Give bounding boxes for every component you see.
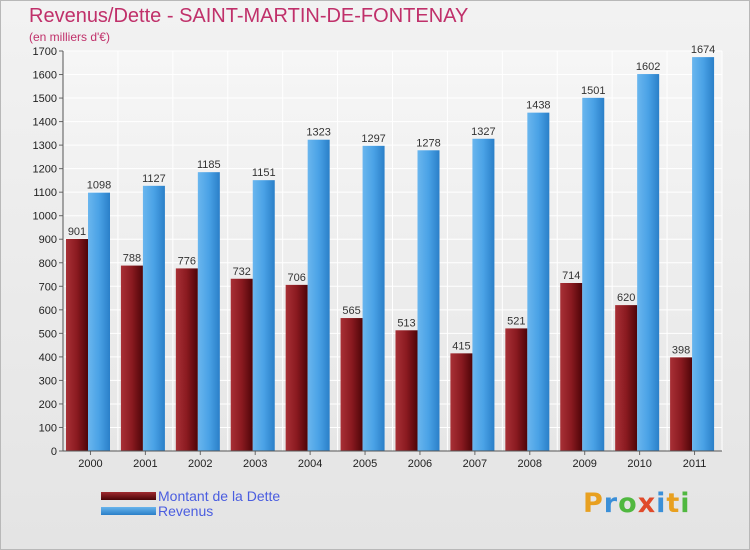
bar-revenus (307, 139, 330, 452)
y-tick-label: 1600 (33, 70, 57, 82)
data-label: 901 (68, 226, 86, 238)
y-tick-label: 1000 (33, 211, 57, 223)
data-label: 620 (617, 292, 635, 304)
data-label: 1674 (691, 44, 715, 56)
legend-swatch-dette (101, 491, 156, 500)
proxiti-logo: Proxiti (583, 488, 691, 519)
data-label: 1297 (361, 133, 385, 145)
data-label: 398 (672, 344, 690, 356)
y-tick-label: 1500 (33, 93, 57, 105)
y-tick-label: 1700 (33, 46, 57, 58)
y-tick-label: 400 (39, 352, 57, 364)
chart-subtitle: (en milliers d'€) (29, 30, 110, 44)
x-tick-label: 2011 (683, 458, 707, 470)
bar-dette (450, 353, 473, 451)
logo-letter: t (666, 488, 681, 519)
bar-revenus (582, 97, 605, 451)
bar-dette (560, 283, 583, 451)
data-label: 1323 (306, 127, 330, 139)
x-tick-label: 2006 (408, 458, 432, 470)
y-tick-label: 1300 (33, 140, 57, 152)
legend-label-revenus: Revenus (158, 502, 214, 519)
data-label: 788 (123, 253, 141, 265)
bar-dette (615, 305, 638, 451)
y-tick-label: 1200 (33, 164, 57, 176)
bar-revenus (88, 192, 110, 451)
y-tick-label: 600 (39, 305, 57, 317)
data-label: 714 (562, 270, 580, 282)
bar-dette (670, 357, 693, 451)
data-label: 1185 (197, 159, 221, 171)
data-label: 513 (397, 317, 415, 329)
legend: Montant de la Dette Revenus (101, 487, 281, 519)
data-label: 1602 (636, 61, 660, 73)
bar-dette (340, 318, 363, 451)
bar-dette (175, 268, 198, 451)
bar-revenus (197, 172, 220, 452)
x-tick-label: 2009 (572, 458, 596, 470)
logo-letter: r (603, 488, 619, 519)
legend-label-dette: Montant de la Dette (158, 487, 281, 504)
data-label: 706 (287, 272, 305, 284)
data-label: 1501 (581, 85, 605, 97)
y-tick-label: 300 (39, 375, 57, 387)
logo-letter: i (680, 488, 691, 519)
bar-revenus (362, 145, 385, 451)
data-label: 1438 (526, 100, 550, 112)
data-label: 1098 (87, 180, 111, 192)
x-tick-label: 2001 (133, 458, 157, 470)
x-tick-label: 2008 (518, 458, 542, 470)
data-label: 1127 (142, 173, 166, 185)
bar-revenus (527, 112, 550, 451)
legend-swatch-revenus (101, 506, 156, 515)
bar-revenus (417, 150, 440, 451)
y-tick-label: 700 (39, 281, 57, 293)
y-tick-label: 1100 (33, 187, 57, 199)
data-label: 415 (452, 340, 470, 352)
bar-revenus (142, 185, 165, 451)
y-tick-label: 500 (39, 328, 57, 340)
y-tick-label: 100 (39, 422, 57, 434)
data-label: 1278 (416, 137, 440, 149)
x-tick-label: 2005 (353, 458, 377, 470)
data-label: 776 (178, 255, 196, 267)
logo-letter: P (583, 488, 604, 519)
bar-dette (120, 265, 143, 451)
bar-revenus (637, 74, 660, 451)
bar-revenus (692, 57, 715, 451)
data-label: 732 (233, 266, 251, 278)
x-tick-label: 2002 (188, 458, 212, 470)
y-tick-label: 800 (39, 258, 57, 270)
bar-revenus (252, 180, 275, 452)
bar-dette (505, 328, 528, 451)
logo-letter: o (618, 488, 638, 519)
x-tick-label: 2004 (298, 458, 322, 470)
chart-title: Revenus/Dette - SAINT-MARTIN-DE-FONTENAY (29, 5, 469, 27)
x-tick-label: 2000 (78, 458, 102, 470)
y-tick-label: 0 (51, 446, 57, 458)
bar-dette (230, 278, 253, 451)
y-tick-label: 1400 (33, 117, 57, 129)
legend-item-dette: Montant de la Dette (101, 487, 281, 504)
data-label: 565 (342, 305, 360, 317)
bar-revenus (472, 138, 495, 451)
bar-dette (395, 330, 418, 451)
bar-dette (285, 284, 308, 451)
x-tick-label: 2010 (627, 458, 651, 470)
data-label: 1151 (252, 167, 276, 179)
y-tick-label: 900 (39, 234, 57, 246)
x-tick-label: 2007 (463, 458, 487, 470)
data-label: 521 (507, 315, 525, 327)
logo-letter: x (637, 488, 657, 519)
data-label: 1327 (471, 126, 495, 138)
bar-dette (66, 239, 88, 451)
logo-letter: i (656, 488, 667, 519)
x-tick-label: 2003 (243, 458, 267, 470)
legend-item-revenus: Revenus (101, 502, 280, 519)
y-tick-label: 200 (39, 399, 57, 411)
